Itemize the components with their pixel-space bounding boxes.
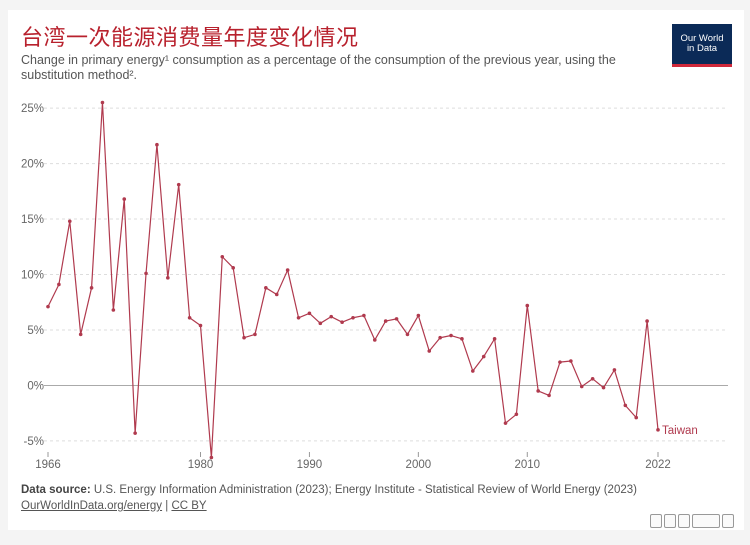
data-point[interactable]: [231, 266, 235, 270]
data-point[interactable]: [144, 271, 148, 276]
y-tick-label: 10%: [21, 270, 44, 282]
y-tick-label: 20%: [21, 159, 44, 171]
data-point[interactable]: [579, 384, 584, 389]
footer-links: OurWorldInData.org/energy | CC BY: [21, 500, 207, 512]
chart-subtitle: Change in primary energy¹ consumption as…: [21, 53, 616, 82]
data-point[interactable]: [449, 333, 453, 338]
data-point[interactable]: [176, 182, 181, 187]
data-point[interactable]: [264, 286, 268, 290]
data-point[interactable]: [536, 389, 540, 393]
data-point[interactable]: [558, 360, 562, 364]
x-tick-label: 2000: [406, 459, 432, 470]
data-point[interactable]: [133, 431, 137, 435]
data-point[interactable]: [612, 368, 617, 372]
logo-line-2: in Data: [686, 43, 718, 54]
data-point[interactable]: [362, 313, 366, 318]
data-point[interactable]: [372, 338, 377, 342]
data-point[interactable]: [634, 415, 639, 420]
data-point[interactable]: [46, 304, 50, 309]
data-point[interactable]: [296, 315, 301, 320]
data-point[interactable]: [100, 100, 105, 105]
data-point[interactable]: [307, 311, 312, 316]
y-tick-label: -5%: [24, 436, 44, 448]
logo-line-1: Our World: [680, 33, 724, 44]
link-separator: |: [162, 500, 172, 512]
data-point[interactable]: [122, 197, 127, 201]
data-point[interactable]: [481, 354, 486, 359]
data-point[interactable]: [253, 332, 257, 337]
data-point[interactable]: [220, 254, 225, 259]
data-point[interactable]: [623, 403, 628, 408]
data-source-label: Data source:: [21, 484, 91, 496]
grid: [44, 107, 728, 442]
data-point[interactable]: [383, 319, 388, 323]
data-point[interactable]: [67, 219, 72, 224]
data-point[interactable]: [405, 332, 410, 337]
data-point[interactable]: [329, 314, 334, 319]
data-point[interactable]: [514, 412, 519, 417]
data-point[interactable]: [209, 455, 214, 460]
chart-title: 台湾一次能源消费量年度变化情况: [21, 26, 359, 51]
copy-icon[interactable]: [650, 514, 662, 528]
data-point[interactable]: [503, 421, 508, 425]
x-tick-label: 1980: [188, 459, 214, 470]
data-point[interactable]: [318, 321, 323, 326]
y-tick-label: 5%: [27, 325, 44, 337]
data-point[interactable]: [601, 385, 606, 390]
x-tick-label: 1990: [297, 459, 323, 470]
series-label: Taiwan: [662, 425, 698, 437]
data-point[interactable]: [471, 369, 475, 373]
data-point[interactable]: [57, 282, 61, 287]
series-layer: Taiwan: [46, 100, 698, 460]
data-point[interactable]: [111, 308, 116, 312]
x-axis: 1966 1980 1990 2000 2010 2022: [35, 452, 671, 470]
data-point[interactable]: [569, 359, 573, 363]
data-point[interactable]: [78, 332, 83, 337]
chart-card: 台湾一次能源消费量年度变化情况 Change in primary energy…: [8, 10, 744, 530]
expand-icon[interactable]: [692, 514, 720, 528]
data-point[interactable]: [166, 276, 170, 280]
data-point[interactable]: [198, 323, 203, 328]
data-point[interactable]: [590, 376, 595, 381]
data-point[interactable]: [340, 320, 344, 325]
share-icon[interactable]: [664, 514, 676, 528]
data-point[interactable]: [394, 317, 399, 321]
data-point[interactable]: [460, 337, 464, 341]
series-line: [47, 101, 659, 459]
data-source: Data source: U.S. Energy Information Adm…: [21, 484, 637, 496]
x-tick-label: 2010: [514, 459, 540, 470]
x-tick-label: 2022: [645, 459, 671, 470]
toolbar: [576, 513, 734, 529]
site-link[interactable]: OurWorldInData.org/energy: [21, 500, 163, 512]
x-tick-label: 1966: [35, 459, 61, 470]
data-point[interactable]: [274, 292, 279, 297]
owid-logo[interactable]: Our World in Data: [672, 24, 732, 67]
data-point[interactable]: [351, 315, 355, 320]
data-point[interactable]: [242, 335, 246, 340]
data-point[interactable]: [285, 268, 290, 272]
settings-icon[interactable]: [722, 514, 734, 528]
data-point[interactable]: [155, 142, 159, 147]
line-chart: -5% 0% 5% 10% 15% 20% 25% 1966 1980 1990 2000 2010…: [21, 100, 728, 470]
data-point[interactable]: [427, 349, 432, 353]
data-source-text: U.S. Energy Information Administration (…: [93, 484, 637, 496]
download-icon[interactable]: [678, 514, 690, 528]
data-point[interactable]: [547, 393, 551, 398]
data-point[interactable]: [438, 335, 442, 340]
data-point[interactable]: [416, 313, 421, 318]
y-tick-label: 25%: [21, 103, 44, 115]
data-point[interactable]: [492, 337, 497, 341]
data-point[interactable]: [187, 315, 192, 320]
y-axis: -5% 0% 5% 10% 15% 20% 25%: [21, 103, 44, 448]
data-point[interactable]: [89, 286, 94, 290]
data-point[interactable]: [645, 319, 649, 323]
y-tick-label: 15%: [21, 214, 44, 226]
license-link[interactable]: CC BY: [171, 500, 207, 512]
y-tick-label: 0%: [27, 380, 44, 392]
data-point[interactable]: [525, 303, 530, 308]
data-point[interactable]: [656, 428, 660, 432]
